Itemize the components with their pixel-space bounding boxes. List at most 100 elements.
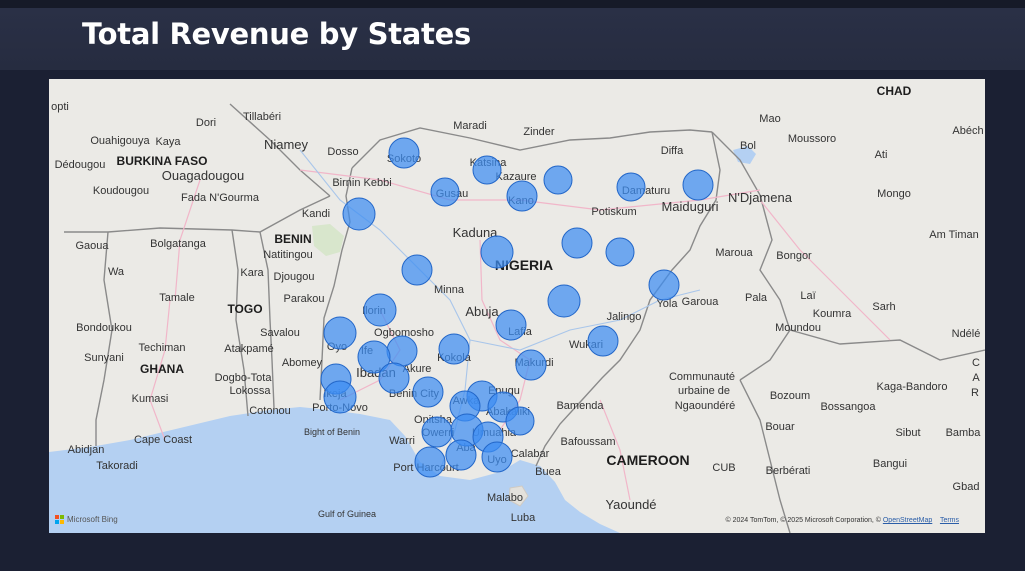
gulf-of-guinea-water [49, 407, 620, 533]
place-label: Koudougou [93, 185, 149, 197]
state-revenue-bubble[interactable] [388, 137, 420, 169]
terms-link[interactable]: Terms [939, 517, 959, 524]
place-label: Takoradi [96, 460, 138, 472]
state-revenue-bubble[interactable] [430, 177, 460, 207]
state-revenue-bubble[interactable] [323, 316, 357, 350]
state-revenue-bubble[interactable] [515, 349, 547, 381]
place-label: Gaoua [75, 240, 109, 252]
border-cameroon-chad [711, 131, 791, 381]
state-revenue-bubble[interactable] [480, 235, 514, 269]
state-revenue-bubble[interactable] [363, 293, 397, 327]
country-label: CAMEROON [606, 452, 689, 468]
state-revenue-bubble[interactable] [414, 446, 446, 478]
place-label: Diffa [661, 145, 684, 157]
place-label: Gbad [953, 481, 980, 493]
place-label: Sarh [872, 301, 895, 313]
border-nigeria-cameroon [535, 131, 721, 467]
place-label: Bolgatanga [150, 238, 207, 250]
place-label: Bongor [776, 250, 812, 262]
place-label: Abuja [465, 304, 499, 319]
place-label: Ogbomosho [374, 327, 434, 339]
place-label: Sunyani [84, 352, 124, 364]
map-visual[interactable]: opti Dori Tillabéri Maradi Zinder Mao Abéch Oua… [49, 79, 985, 533]
place-label: Bafoussam [560, 436, 615, 448]
revenue-bubbles[interactable] [320, 137, 714, 478]
map-attribution: © 2024 TomTom, © 2025 Microsoft Corporat… [725, 517, 959, 524]
place-label: Bangui [873, 458, 907, 470]
state-revenue-bubble[interactable] [616, 172, 646, 202]
map-base [49, 103, 985, 533]
place-label: Minna [434, 284, 465, 296]
place-label: Gulf of Guinea [318, 509, 376, 519]
place-label: Zinder [523, 126, 555, 138]
place-label: Kaduna [453, 225, 499, 240]
state-revenue-bubble[interactable] [472, 155, 502, 185]
place-label: Kara [240, 267, 264, 279]
state-revenue-bubble[interactable] [605, 237, 635, 267]
place-label: Yaoundé [605, 497, 656, 512]
place-label: Kaga-Bandoro [877, 381, 948, 393]
state-revenue-bubble[interactable] [587, 325, 619, 357]
state-revenue-bubble[interactable] [506, 180, 538, 212]
place-label: Fada N'Gourma [181, 192, 260, 204]
state-revenue-bubble[interactable] [438, 333, 470, 365]
place-label: Djougou [274, 271, 315, 283]
place-label: Luba [511, 512, 536, 524]
border-niger-nigeria [351, 127, 713, 169]
bing-logo: Microsoft Bing [55, 515, 118, 524]
place-label: Berbérati [766, 465, 811, 477]
place-label: Malabo [487, 492, 523, 504]
attribution-text: © 2024 TomTom, © 2025 Microsoft Corporat… [725, 517, 881, 524]
place-label: Techiman [138, 342, 185, 354]
place-label: N'Djamena [728, 190, 793, 205]
road-4 [149, 299, 171, 441]
road-5 [174, 179, 201, 301]
state-revenue-bubble[interactable] [386, 335, 418, 367]
place-label: Dédougou [55, 159, 106, 171]
state-revenue-bubble[interactable] [682, 169, 714, 201]
state-revenue-bubble[interactable] [323, 380, 357, 414]
openstreetmap-link[interactable]: OpenStreetMap [882, 517, 933, 524]
place-label: Maroua [715, 247, 753, 259]
border-burkina-niger [229, 103, 331, 197]
place-label: Communauté [669, 371, 735, 383]
place-label: R [971, 387, 979, 399]
place-label: urbaine de [678, 385, 730, 397]
place-label: Bol [740, 140, 756, 152]
state-revenue-bubble[interactable] [561, 227, 593, 259]
border-nigeria-benin [319, 167, 353, 401]
place-label: Dosso [327, 146, 358, 158]
country-label: CHAD [877, 84, 912, 98]
place-label: Dori [196, 117, 216, 129]
place-label: Potiskum [591, 206, 636, 218]
road-7 [759, 199, 891, 341]
place-label: Laï [800, 290, 816, 302]
state-revenue-bubble[interactable] [401, 254, 433, 286]
state-revenue-bubble[interactable] [421, 416, 453, 448]
state-revenue-bubble[interactable] [342, 197, 376, 231]
state-revenue-bubble[interactable] [543, 165, 573, 195]
place-label: Abomey [282, 357, 323, 369]
place-label: Moundou [775, 322, 821, 334]
state-revenue-bubble[interactable] [481, 441, 513, 473]
place-label: Maiduguri [661, 199, 718, 214]
place-label: Birnin Kebbi [332, 177, 391, 189]
bing-logo-text: Microsoft Bing [67, 515, 118, 524]
report-title: Total Revenue by States [82, 17, 471, 51]
state-revenue-bubble[interactable] [648, 269, 680, 301]
state-revenue-bubble[interactable] [445, 439, 477, 471]
place-label: Ouahigouya [90, 135, 150, 147]
place-label: Ndélé [952, 328, 981, 340]
place-label: Tillabéri [243, 111, 281, 123]
place-label: Bozoum [770, 390, 810, 402]
map-canvas[interactable]: opti Dori Tillabéri Maradi Zinder Mao Abéch Oua… [49, 79, 985, 533]
place-label: Mao [759, 113, 780, 125]
state-revenue-bubble[interactable] [357, 340, 391, 374]
place-label: opti [51, 101, 69, 113]
country-label: BENIN [274, 232, 311, 246]
state-revenue-bubble[interactable] [505, 406, 535, 436]
state-revenue-bubble[interactable] [495, 309, 527, 341]
state-revenue-bubble[interactable] [547, 284, 581, 318]
state-revenue-bubble[interactable] [378, 362, 410, 394]
state-revenue-bubble[interactable] [412, 376, 444, 408]
